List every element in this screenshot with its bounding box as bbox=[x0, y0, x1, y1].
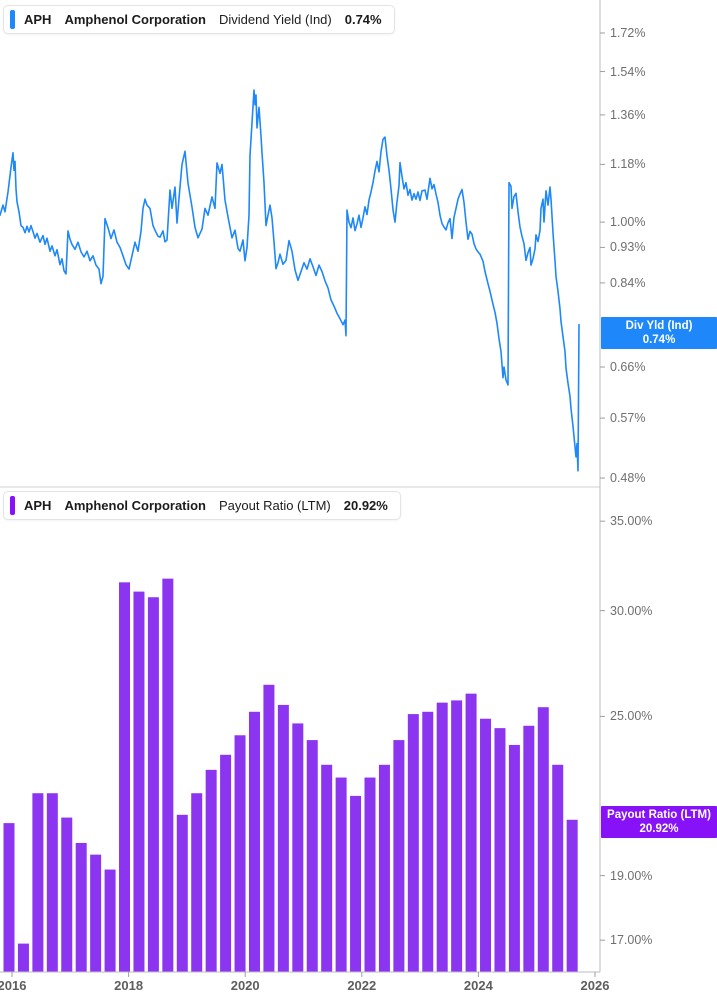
payout-ratio-bar[interactable] bbox=[306, 740, 318, 972]
payout-ratio-bar[interactable] bbox=[133, 591, 145, 972]
legend-swatch-purple-icon bbox=[10, 496, 15, 515]
y-axis-label: 1.36% bbox=[610, 107, 646, 122]
payout-ratio-bar[interactable] bbox=[147, 597, 159, 972]
payout-ratio-bar[interactable] bbox=[422, 711, 434, 972]
payout-ratio-bar[interactable] bbox=[364, 777, 376, 972]
payout-ratio-bar[interactable] bbox=[508, 744, 520, 972]
payout-ratio-bar[interactable] bbox=[191, 793, 203, 972]
y-axis-label: 35.00% bbox=[610, 514, 653, 529]
legend-ticker: APH bbox=[24, 12, 52, 27]
payout-ratio-bar[interactable] bbox=[61, 817, 73, 972]
payout-ratio-bar[interactable] bbox=[3, 823, 15, 972]
legend-swatch-blue-icon bbox=[10, 10, 15, 29]
x-axis-label: 2018 bbox=[114, 978, 144, 993]
payout-ratio-bar[interactable] bbox=[480, 718, 492, 972]
payout-ratio-bar[interactable] bbox=[451, 700, 463, 972]
payout-ratio-bar[interactable] bbox=[465, 693, 477, 972]
payout-ratio-bar[interactable] bbox=[494, 728, 506, 972]
y-axis-label: 0.84% bbox=[610, 275, 646, 290]
payout-ratio-bar[interactable] bbox=[220, 754, 232, 972]
payout-ratio-bar[interactable] bbox=[104, 869, 116, 972]
payout-ratio-bar[interactable] bbox=[46, 793, 58, 972]
payout-ratio-bar[interactable] bbox=[335, 777, 347, 972]
badge-metric-value: 20.92% bbox=[639, 823, 679, 835]
payout-ratio-bar[interactable] bbox=[552, 764, 564, 972]
payout-ratio-bar[interactable] bbox=[32, 793, 44, 972]
y-axis-label: 1.54% bbox=[610, 64, 646, 79]
payout-ratio-value-badge[interactable]: Payout Ratio (LTM) 20.92% bbox=[601, 806, 717, 838]
badge-metric-label: Payout Ratio (LTM) bbox=[607, 809, 711, 821]
y-axis-label: 0.48% bbox=[610, 471, 646, 486]
x-axis-label: 2024 bbox=[463, 978, 493, 993]
legend-company: Amphenol Corporation bbox=[64, 12, 206, 27]
payout-ratio-bar[interactable] bbox=[205, 769, 217, 972]
payout-ratio-bar[interactable] bbox=[407, 714, 419, 972]
payout-ratio-bar[interactable] bbox=[17, 943, 29, 972]
payout-ratio-bar[interactable] bbox=[234, 735, 246, 972]
y-axis-label: 1.18% bbox=[610, 157, 646, 172]
payout-ratio-bar[interactable] bbox=[292, 723, 304, 972]
payout-ratio-bar[interactable] bbox=[523, 725, 535, 972]
payout-ratio-bar[interactable] bbox=[119, 582, 131, 972]
dividend-yield-line[interactable] bbox=[0, 89, 580, 472]
payout-ratio-bar[interactable] bbox=[378, 764, 390, 972]
y-axis-label: 1.72% bbox=[610, 25, 646, 40]
y-axis-label: 25.00% bbox=[610, 709, 653, 724]
payout-ratio-bar[interactable] bbox=[277, 704, 289, 972]
payout-ratio-bar[interactable] bbox=[263, 684, 275, 972]
payout-ratio-bar[interactable] bbox=[393, 740, 405, 972]
y-axis-label: 19.00% bbox=[610, 868, 653, 883]
legend-value: 0.74% bbox=[344, 12, 382, 27]
payout-ratio-bar[interactable] bbox=[321, 764, 333, 972]
dividend-yield-value-badge[interactable]: Div Yld (Ind) 0.74% bbox=[601, 317, 717, 349]
payout-ratio-bar[interactable] bbox=[436, 702, 448, 972]
x-axis-label: 2022 bbox=[347, 978, 377, 993]
y-axis-label: 0.66% bbox=[610, 359, 646, 374]
legend-ticker: APH bbox=[24, 498, 52, 513]
legend-metric: Payout Ratio (LTM) bbox=[219, 498, 331, 513]
payout-ratio-bar[interactable] bbox=[162, 578, 174, 972]
payout-ratio-bar[interactable] bbox=[176, 814, 188, 972]
payout-ratio-bar[interactable] bbox=[350, 795, 362, 972]
payout-ratio-bar[interactable] bbox=[566, 819, 578, 972]
x-axis-label: 2026 bbox=[580, 978, 610, 993]
x-axis-label: 2016 bbox=[0, 978, 27, 993]
payout-ratio-bar[interactable] bbox=[537, 707, 549, 972]
legend-metric: Dividend Yield (Ind) bbox=[219, 12, 332, 27]
legend-company: Amphenol Corporation bbox=[64, 498, 206, 513]
legend-payout-ratio[interactable]: APH Amphenol Corporation Payout Ratio (L… bbox=[3, 491, 401, 520]
payout-ratio-bar[interactable] bbox=[248, 711, 260, 972]
badge-metric-value: 0.74% bbox=[642, 334, 676, 346]
y-axis-label: 1.00% bbox=[610, 215, 646, 230]
y-axis-label: 0.93% bbox=[610, 240, 646, 255]
y-axis-label: 30.00% bbox=[610, 603, 653, 618]
badge-metric-label: Div Yld (Ind) bbox=[625, 320, 693, 332]
y-axis-label: 0.57% bbox=[610, 411, 646, 426]
y-axis-label: 17.00% bbox=[610, 933, 653, 948]
x-axis-label: 2020 bbox=[230, 978, 260, 993]
legend-dividend-yield[interactable]: APH Amphenol Corporation Dividend Yield … bbox=[3, 5, 395, 34]
payout-ratio-bar[interactable] bbox=[90, 854, 102, 972]
legend-value: 20.92% bbox=[343, 498, 388, 513]
payout-ratio-bar[interactable] bbox=[75, 842, 87, 972]
